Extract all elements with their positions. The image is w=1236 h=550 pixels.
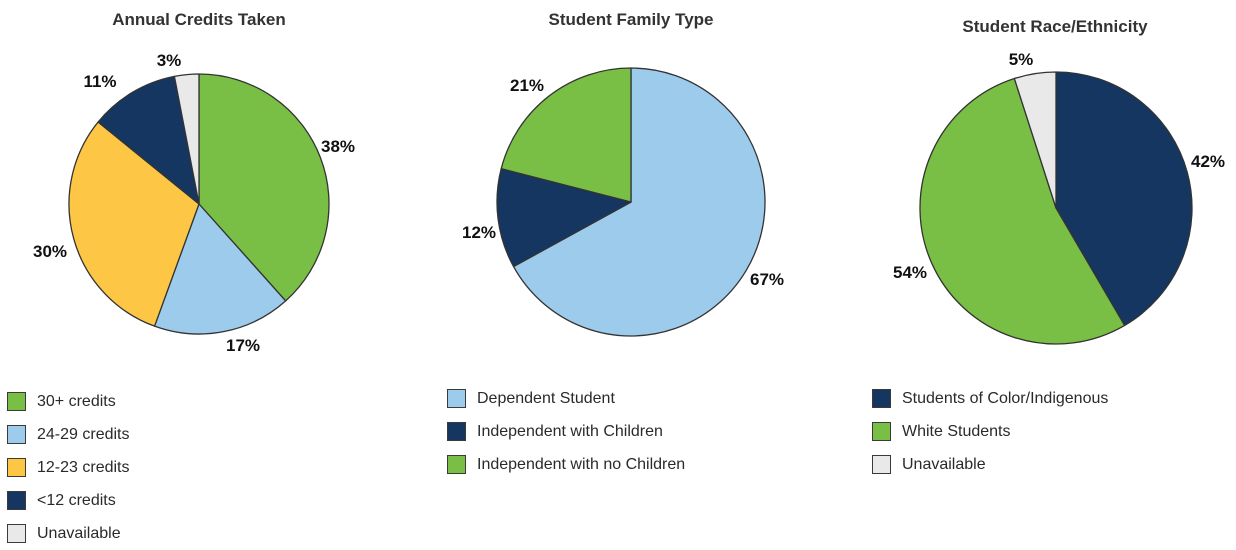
pie-value-label: 5% bbox=[1009, 50, 1034, 69]
legend-swatch bbox=[447, 455, 466, 474]
legend-item: 24-29 credits bbox=[7, 418, 130, 451]
pie-value-label: 67% bbox=[750, 270, 784, 289]
pie-value-label: 12% bbox=[462, 223, 496, 242]
pie-annual-credits: 38% 17% 30% 11% 3% bbox=[33, 51, 355, 355]
legend-family-type: Dependent Student Independent with Child… bbox=[447, 382, 685, 481]
legend-label: Independent with Children bbox=[477, 422, 663, 440]
legend-item: Students of Color/Indigenous bbox=[872, 382, 1108, 415]
legend-swatch bbox=[872, 422, 891, 441]
pie-family-type: 67% 12% 21% bbox=[462, 67, 784, 337]
pie-slice-12-credits bbox=[97, 75, 200, 205]
pie-slice-independent-with-no-children bbox=[500, 67, 632, 203]
legend-item: Unavailable bbox=[872, 448, 1108, 481]
pie-value-label: 17% bbox=[226, 336, 260, 355]
legend-label: <12 credits bbox=[37, 491, 116, 509]
legend-swatch bbox=[447, 389, 466, 408]
pie-value-label: 30% bbox=[33, 242, 67, 261]
legend-swatch bbox=[7, 491, 26, 510]
legend-swatch bbox=[872, 455, 891, 474]
legend-swatch bbox=[447, 422, 466, 441]
legend-item: 12-23 credits bbox=[7, 451, 130, 484]
pie-slice-12-23-credits bbox=[68, 121, 200, 327]
legend-label: Independent with no Children bbox=[477, 455, 686, 473]
legend-label: Dependent Student bbox=[477, 389, 615, 407]
legend-label: 12-23 credits bbox=[37, 458, 130, 476]
legend-label: 30+ credits bbox=[37, 392, 116, 410]
pie-value-label: 42% bbox=[1191, 152, 1225, 171]
pie-value-label: 54% bbox=[893, 263, 927, 282]
pie-value-label: 38% bbox=[321, 137, 355, 156]
legend-label: 24-29 credits bbox=[37, 425, 130, 443]
pie-slice-unavailable bbox=[173, 73, 200, 205]
legend-swatch bbox=[7, 524, 26, 543]
legend-swatch bbox=[7, 425, 26, 444]
pie-value-label: 21% bbox=[510, 76, 544, 95]
legend-item: Unavailable bbox=[7, 517, 130, 550]
legend-label: Students of Color/Indigenous bbox=[902, 389, 1109, 407]
legend-item: 30+ credits bbox=[7, 385, 130, 418]
legend-swatch bbox=[7, 392, 26, 411]
chart-title-family-type: Student Family Type bbox=[549, 10, 714, 29]
pie-slice-dependent-student bbox=[512, 67, 766, 337]
legend-item: Independent with Children bbox=[447, 415, 685, 448]
legend-label: White Students bbox=[902, 422, 1011, 440]
pie-value-label: 11% bbox=[83, 72, 116, 91]
pie-slice-students-of-color-indigenous bbox=[1055, 71, 1193, 327]
legend-item: White Students bbox=[872, 415, 1108, 448]
legend-race-ethnicity: Students of Color/Indigenous White Stude… bbox=[872, 382, 1108, 481]
pie-race-ethnicity: 42% 54% 5% bbox=[893, 50, 1225, 345]
legend-label: Unavailable bbox=[37, 524, 121, 542]
legend-annual-credits: 30+ credits 24-29 credits 12-23 credits … bbox=[7, 385, 130, 550]
pie-slice-independent-with-children bbox=[496, 168, 632, 268]
legend-swatch bbox=[872, 389, 891, 408]
pie-slice-white-students bbox=[919, 77, 1126, 345]
legend-swatch bbox=[7, 458, 26, 477]
legend-item: Dependent Student bbox=[447, 382, 685, 415]
legend-item: Independent with no Children bbox=[447, 448, 685, 481]
chart-title-race-ethnicity: Student Race/Ethnicity bbox=[962, 17, 1148, 36]
pie-slice-30-credits bbox=[198, 73, 330, 302]
chart-title-annual-credits: Annual Credits Taken bbox=[112, 10, 286, 29]
pie-slice-unavailable bbox=[1013, 71, 1057, 209]
pie-value-label: 3% bbox=[157, 51, 182, 70]
legend-label: Unavailable bbox=[902, 455, 986, 473]
legend-item: <12 credits bbox=[7, 484, 130, 517]
